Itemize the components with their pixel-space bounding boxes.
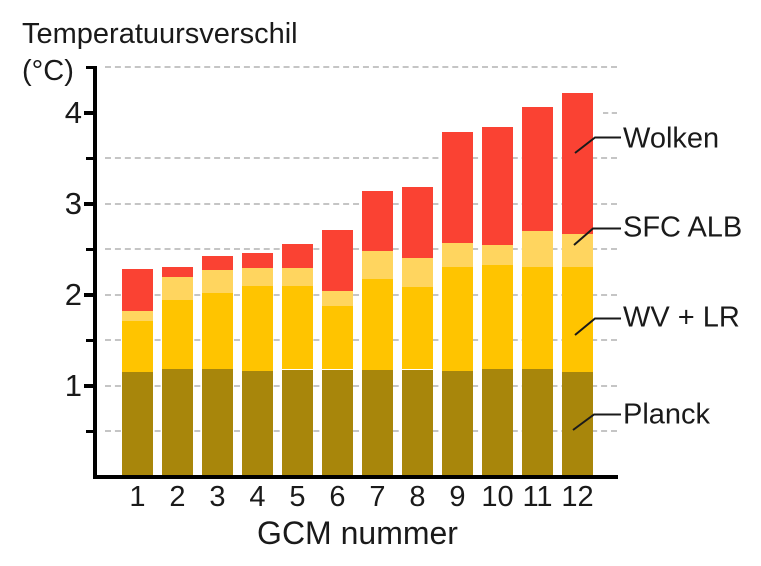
bar-segment-wolken: [122, 269, 153, 312]
bar-segment-wolken: [322, 230, 353, 292]
bar-segment-wolken: [522, 107, 553, 232]
x-tick-label: 4: [249, 481, 266, 513]
bar-segment-wv-lr: [242, 285, 273, 372]
x-tick-label: 11: [522, 481, 553, 513]
bar-segment-sfc-alb: [362, 251, 393, 280]
gridline: [105, 157, 617, 160]
x-tick-label: 5: [289, 481, 306, 513]
bar-segment-wolken: [162, 266, 193, 278]
bar-segment-wv-lr: [362, 279, 393, 370]
gridline-stub: [603, 111, 617, 114]
bar-segment-wolken: [282, 243, 313, 269]
bar-segment-planck: [562, 372, 593, 475]
bar-segment-wv-lr: [442, 266, 473, 372]
bar-segment-sfc-alb: [122, 311, 153, 322]
gridline: [105, 430, 617, 433]
bar-segment-sfc-alb: [162, 277, 193, 301]
x-tick-label: 8: [409, 481, 426, 513]
chart-title-line2: (°C): [22, 55, 74, 87]
y-tick-label: 4: [64, 94, 82, 130]
bar-segment-wv-lr: [322, 305, 353, 370]
bar-segment-wv-lr: [562, 267, 593, 373]
bar-segment-wolken: [442, 131, 473, 243]
bar-segment-wolken: [362, 190, 393, 252]
legend-label-sfc-alb: SFC ALB: [623, 211, 743, 244]
gridline: [105, 384, 617, 387]
x-tick-label: 9: [449, 481, 466, 513]
x-tick-label: 3: [209, 481, 226, 513]
bar-segment-wv-lr: [282, 285, 313, 370]
bar-segment-planck: [282, 369, 313, 475]
bar-segment-planck: [402, 369, 433, 475]
legend-label-planck: Planck: [623, 398, 711, 431]
y-axis-minor-tick: [86, 338, 94, 342]
x-tick-label: 10: [481, 481, 514, 513]
gridline: [105, 339, 617, 342]
bar-segment-planck: [162, 368, 193, 475]
y-axis-minor-tick: [86, 429, 94, 433]
legend-label-wv-lr: WV + LR: [623, 301, 740, 334]
bar-segment-wolken: [482, 127, 513, 245]
bar-segment-planck: [442, 371, 473, 475]
bar-segment-planck: [122, 372, 153, 475]
x-axis-title: GCM nummer: [257, 515, 458, 551]
bar-segment-sfc-alb: [562, 233, 593, 268]
y-tick-label: 1: [64, 367, 82, 403]
x-tick-label: 1: [129, 481, 146, 513]
gridline: [105, 66, 617, 69]
chart-title: Temperatuursverschil (°C): [22, 16, 298, 90]
x-tick-label: 7: [369, 481, 386, 513]
legend-label-wolken: Wolken: [623, 122, 720, 155]
bar-segment-sfc-alb: [522, 231, 553, 267]
bar-segment-planck: [322, 369, 353, 475]
bar-segment-planck: [482, 368, 513, 475]
y-axis-line: [93, 66, 97, 478]
bar-segment-wv-lr: [162, 300, 193, 369]
bar-segment-sfc-alb: [442, 242, 473, 267]
bar-segment-sfc-alb: [282, 268, 313, 286]
y-axis-minor-tick: [86, 156, 94, 160]
y-axis-minor-tick: [86, 247, 94, 251]
bar-segment-wolken: [562, 93, 593, 234]
bar-segment-wv-lr: [402, 286, 433, 370]
x-axis-line: [93, 475, 618, 479]
bar-segment-wv-lr: [522, 266, 553, 369]
bar-segment-planck: [242, 371, 273, 475]
bar-segment-wolken: [242, 252, 273, 269]
bar-segment-wolken: [402, 187, 433, 259]
y-axis-major-tick: [84, 292, 94, 297]
chart-title-line1: Temperatuursverschil: [22, 18, 298, 50]
y-axis-major-tick: [84, 110, 94, 115]
y-axis-minor-tick: [86, 65, 94, 69]
bar-segment-wv-lr: [122, 321, 153, 373]
bar-segment-planck: [522, 368, 553, 475]
y-tick-label: 2: [64, 276, 82, 312]
bar-segment-sfc-alb: [482, 244, 513, 265]
bar-segment-wolken: [202, 255, 233, 271]
bar-segment-sfc-alb: [202, 270, 233, 293]
x-tick-label: 6: [329, 481, 346, 513]
bar-segment-sfc-alb: [402, 258, 433, 287]
y-axis-major-tick: [84, 383, 94, 388]
x-tick-label: 12: [561, 481, 594, 513]
y-tick-label: 3: [64, 185, 82, 221]
bar-segment-sfc-alb: [242, 268, 273, 286]
bar-segment-sfc-alb: [322, 291, 353, 306]
y-axis-major-tick: [84, 201, 94, 206]
bar-segment-planck: [362, 369, 393, 475]
bar-segment-wv-lr: [202, 292, 233, 369]
x-tick-label: 2: [169, 481, 186, 513]
bar-segment-wv-lr: [482, 264, 513, 369]
gridline: [105, 202, 617, 205]
gridline: [105, 248, 617, 251]
bar-segment-planck: [202, 368, 233, 475]
gridline: [105, 293, 617, 296]
